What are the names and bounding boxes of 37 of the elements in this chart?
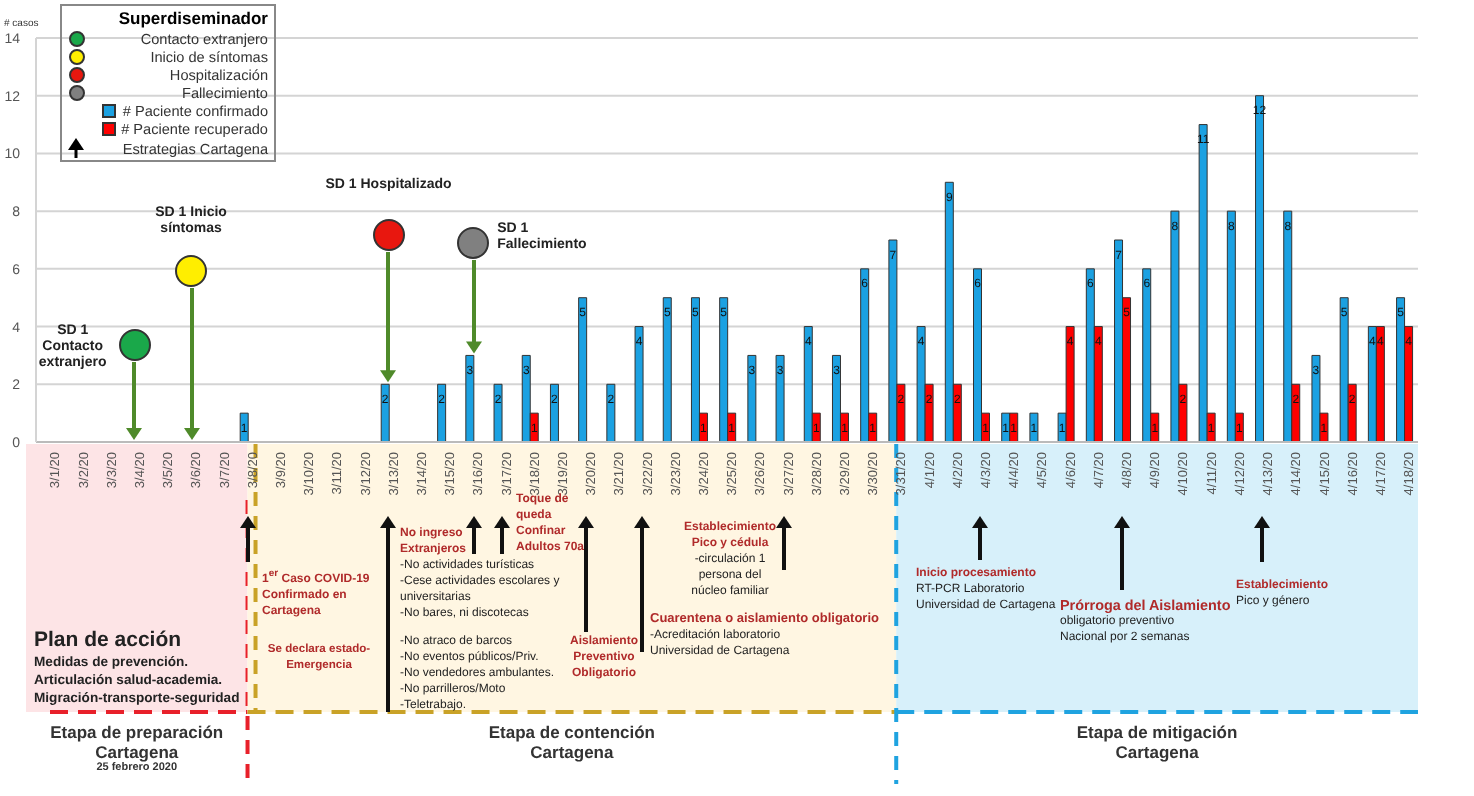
bar <box>606 383 616 442</box>
bar <box>831 354 841 442</box>
bar <box>888 239 898 442</box>
bar <box>747 354 757 442</box>
bar <box>1339 297 1349 442</box>
bar <box>634 326 644 442</box>
bar <box>549 383 559 442</box>
bar <box>973 268 982 442</box>
bar <box>690 297 700 442</box>
text: Plan de acción <box>34 628 184 654</box>
bar <box>1114 239 1124 442</box>
bar <box>437 383 447 442</box>
bar <box>775 354 785 442</box>
bar <box>1375 326 1385 442</box>
bar <box>662 297 672 442</box>
bar <box>493 383 503 442</box>
bar <box>1311 354 1321 442</box>
text: Etapa de preparación Cartagena <box>48 722 226 762</box>
bar <box>803 326 813 442</box>
bar <box>1255 95 1265 442</box>
bar <box>719 297 729 442</box>
bar <box>1029 412 1039 442</box>
bar <box>916 326 926 442</box>
bar <box>521 354 531 442</box>
bar <box>944 181 954 442</box>
text: Etapa de contención Cartagena <box>486 722 657 762</box>
bar <box>860 268 870 442</box>
bar <box>1170 210 1180 442</box>
legend-title: Superdiseminador <box>116 8 268 30</box>
text: Etapa de mitigación Cartagena <box>1074 722 1240 762</box>
bar <box>1283 210 1293 442</box>
bar <box>1142 268 1152 442</box>
bar <box>1198 124 1208 442</box>
bar <box>578 297 588 442</box>
bar <box>239 412 249 442</box>
bar <box>1226 210 1236 442</box>
bar <box>1065 326 1075 442</box>
